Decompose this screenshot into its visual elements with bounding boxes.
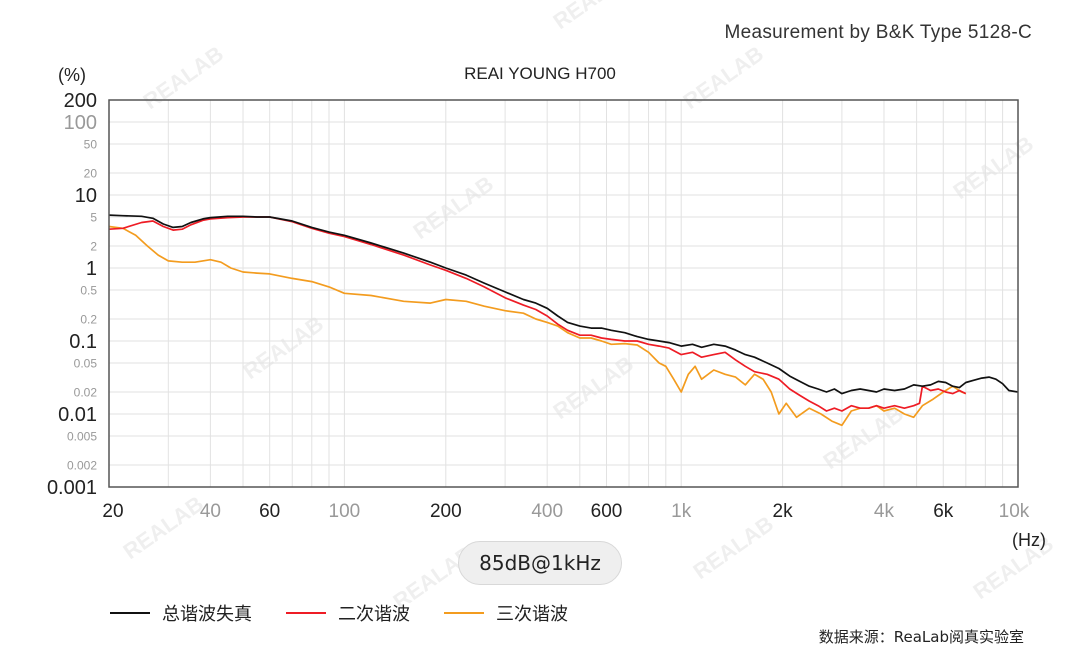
x-tick-label: 600 [591,501,623,522]
x-tick-label: 6k [933,501,954,522]
x-tick-label: 4k [874,501,895,522]
y-tick-label: 0.1 [69,331,97,353]
series-line-0 [108,214,1019,395]
y-tick-label: 0.001 [47,477,97,499]
watermark-text: REALAB [679,41,768,114]
y-tick-label: 10 [75,185,97,207]
y-tick-label: 5 [90,210,97,224]
watermark-text: REALAB [119,491,208,564]
x-axis-ticks: 20 40 60 100 200 400 600 1k 2k 4k 6k 10k [102,501,1029,522]
measurement-note: Measurement by B&K Type 5128-C [724,22,1032,43]
y-tick-label: 0.002 [67,458,97,472]
plot-frame [108,99,1019,488]
x-tick-label: 40 [200,501,221,522]
chart-legend: 总谐波失真 二次谐波 三次谐波 [110,600,602,626]
y-tick-label: 50 [84,137,98,151]
x-tick-label: 60 [259,501,280,522]
x-tick-label: 10k [999,501,1030,522]
y-tick-label: 20 [84,166,98,180]
watermark-text: REALAB [139,41,228,114]
test-condition-label: 85dB@1kHz [479,551,601,575]
watermark-text: REALAB [949,131,1038,204]
y-tick-label: 0.005 [67,429,97,443]
x-tick-label: 2k [773,501,794,522]
legend-swatch-3rd-harmonic [444,612,484,614]
y-tick-label: 0.05 [74,356,98,370]
watermark-text: REALAB [239,311,328,384]
legend-label-2nd-harmonic: 二次谐波 [338,604,410,625]
series-line-2 [108,225,967,427]
y-tick-label: 1 [86,258,97,280]
legend-label-3rd-harmonic: 三次谐波 [496,604,568,625]
x-tick-label: 200 [430,501,462,522]
y-tick-label: 0.02 [74,385,98,399]
watermark-text: REALAB [549,351,638,424]
legend-label-thd: 总谐波失真 [162,604,252,625]
legend-item-3rd-harmonic: 三次谐波 [444,600,568,626]
watermark-text: REALAB [409,171,498,244]
watermark-text: REALAB [549,0,638,34]
y-tick-label: 0.01 [58,404,97,426]
y-tick-label: 0.2 [80,312,97,326]
legend-swatch-thd [110,612,150,614]
x-tick-label: 100 [329,501,361,522]
chart-title: REAI YOUNG H700 [464,64,616,83]
watermark-text: REALAB [819,401,908,474]
legend-item-2nd-harmonic: 二次谐波 [286,600,410,626]
y-axis-unit-label: (%) [58,65,86,85]
watermark-text: REALAB [689,511,778,584]
x-tick-label: 400 [531,501,563,522]
y-tick-label: 100 [64,112,97,134]
x-tick-label: 20 [102,501,123,522]
y-tick-label: 200 [64,90,97,112]
legend-swatch-2nd-harmonic [286,612,326,614]
x-tick-label: 1k [671,501,692,522]
x-axis-unit-label: (Hz) [1012,530,1046,550]
data-source-credit: 数据来源：ReaLab阅真实验室 [818,628,1024,646]
legend-item-thd: 总谐波失真 [110,600,252,626]
series-layer [108,214,1019,427]
y-tick-label: 0.5 [80,283,97,297]
test-condition-badge: 85dB@1kHz [458,541,622,585]
y-tick-label: 2 [90,239,97,253]
